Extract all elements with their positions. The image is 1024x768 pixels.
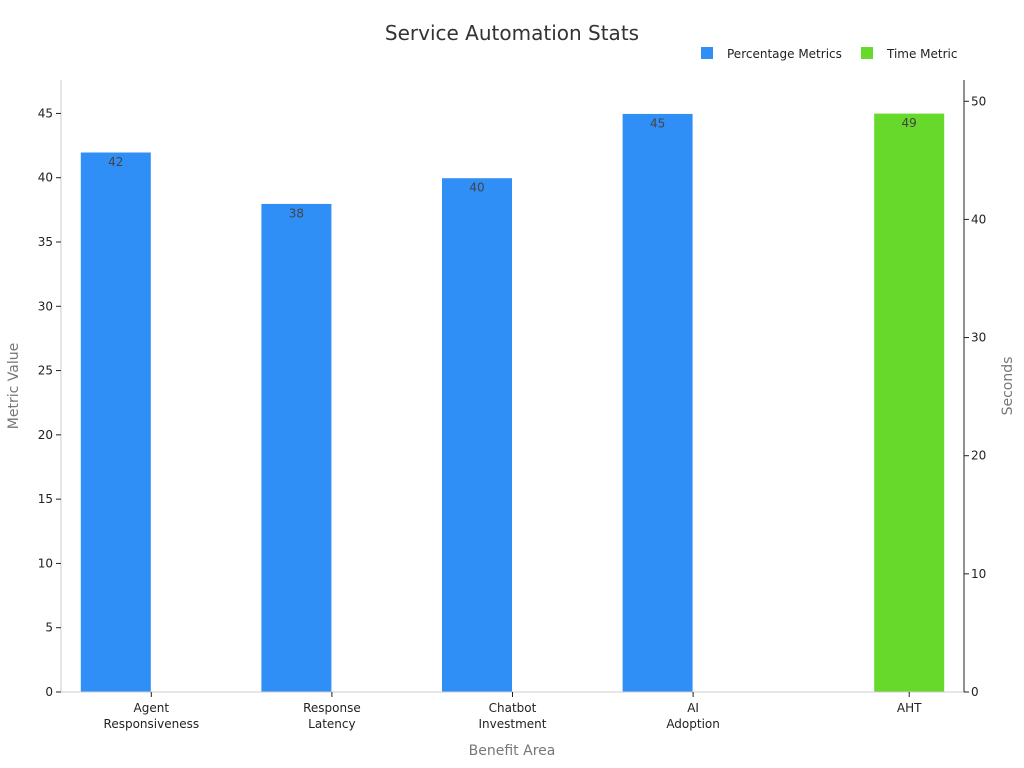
legend-label-time: Time Metric xyxy=(886,47,958,61)
legend-label-percentage: Percentage Metrics xyxy=(727,47,842,61)
y-tick-label: 5 xyxy=(45,621,53,635)
y2-tick-label: 30 xyxy=(971,331,986,345)
y2-tick-label: 20 xyxy=(971,449,986,463)
left-axis: 0 5 10 15 20 25 30 35 40 45 xyxy=(38,106,61,699)
y-tick-label: 30 xyxy=(38,299,53,313)
y-tick-label: 10 xyxy=(38,556,53,570)
legend: Percentage Metrics Time Metric xyxy=(701,47,958,61)
bar-value-label: 45 xyxy=(650,116,665,130)
plot-area: 42 38 40 45 49 xyxy=(79,112,946,693)
bar-value-label: 49 xyxy=(902,116,917,130)
x-axis: Agent Responsiveness Response Latency Chatbo… xyxy=(104,692,922,731)
y2-tick-label: 0 xyxy=(971,685,979,699)
bar-value-label: 42 xyxy=(108,155,123,169)
x-tick-label: AHT xyxy=(897,701,922,715)
y2-tick-label: 50 xyxy=(971,94,986,108)
chart-title: Service Automation Stats xyxy=(385,21,639,45)
x-tick-label: Response xyxy=(303,701,361,715)
bar-value-label: 38 xyxy=(289,206,304,220)
y-tick-label: 35 xyxy=(38,235,53,249)
bar xyxy=(79,151,152,693)
y-tick-label: 15 xyxy=(38,492,53,506)
y-tick-label: 20 xyxy=(38,428,53,442)
y-tick-label: 45 xyxy=(38,106,53,120)
bar xyxy=(441,177,513,693)
y2-tick-label: 40 xyxy=(971,212,986,226)
x-tick-label: Latency xyxy=(308,717,355,731)
x-tick-label: AI xyxy=(687,701,699,715)
bar-value-label: 40 xyxy=(469,181,484,195)
y2-tick-label: 10 xyxy=(971,567,986,581)
x-axis-title: Benefit Area xyxy=(469,743,556,759)
x-tick-label: Investment xyxy=(479,717,547,731)
bar xyxy=(621,112,694,693)
right-axis: 0 10 20 30 40 50 xyxy=(964,94,986,699)
y-tick-label: 40 xyxy=(38,171,53,185)
legend-swatch-percentage xyxy=(701,47,713,59)
bar xyxy=(873,112,946,693)
x-tick-label: Adoption xyxy=(666,717,720,731)
x-tick-label: Agent xyxy=(134,701,170,715)
x-tick-label: Chatbot xyxy=(489,701,537,715)
y-tick-label: 0 xyxy=(45,685,53,699)
legend-swatch-time xyxy=(861,47,873,59)
y2-axis-title: Seconds xyxy=(1000,357,1016,416)
y-axis-title: Metric Value xyxy=(6,343,22,429)
bar xyxy=(260,202,333,693)
y-tick-label: 25 xyxy=(38,364,53,378)
x-tick-label: Responsiveness xyxy=(104,717,200,731)
